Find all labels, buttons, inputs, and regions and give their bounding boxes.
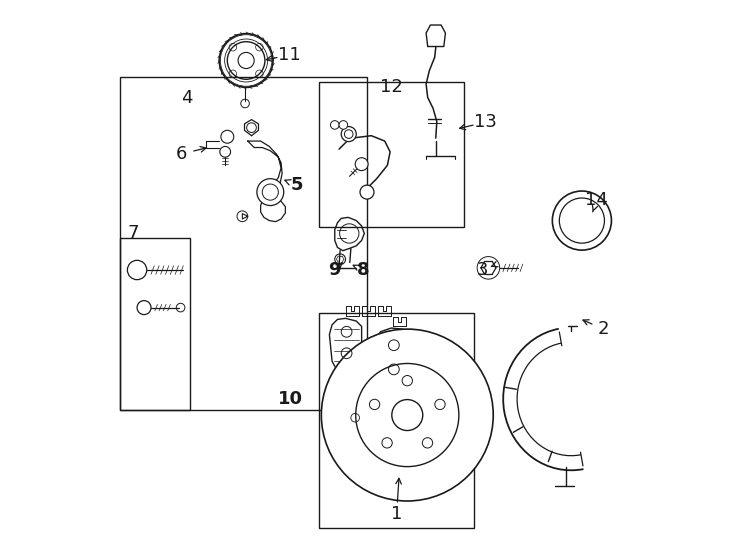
Bar [319,82,464,227]
Circle shape [221,130,233,143]
Circle shape [341,126,356,141]
Bar [120,77,367,410]
Circle shape [262,184,278,200]
Bar [120,238,189,410]
Text: 10: 10 [278,390,303,408]
Text: 6: 6 [176,145,187,163]
Bar [319,313,474,528]
Text: 5: 5 [291,176,303,194]
Circle shape [435,399,445,409]
Circle shape [369,399,379,409]
Text: 13: 13 [473,113,497,131]
Circle shape [402,375,413,386]
Text: 8: 8 [357,261,369,279]
Circle shape [330,120,339,129]
Circle shape [257,179,284,206]
Text: 9: 9 [329,261,341,279]
Circle shape [392,400,423,430]
Circle shape [339,120,348,129]
Circle shape [128,260,147,280]
Circle shape [422,438,432,448]
Text: 1: 1 [391,505,402,523]
Circle shape [137,301,151,315]
Text: 12: 12 [379,78,403,96]
Circle shape [360,185,374,199]
Text: 2: 2 [597,320,609,338]
Text: 4: 4 [181,89,193,107]
Text: 7: 7 [127,225,139,242]
Text: 11: 11 [277,46,300,64]
Circle shape [321,329,493,501]
Circle shape [355,158,368,171]
Circle shape [382,438,392,448]
Circle shape [356,363,459,467]
Text: 14: 14 [586,191,608,209]
Text: 3: 3 [477,261,488,279]
